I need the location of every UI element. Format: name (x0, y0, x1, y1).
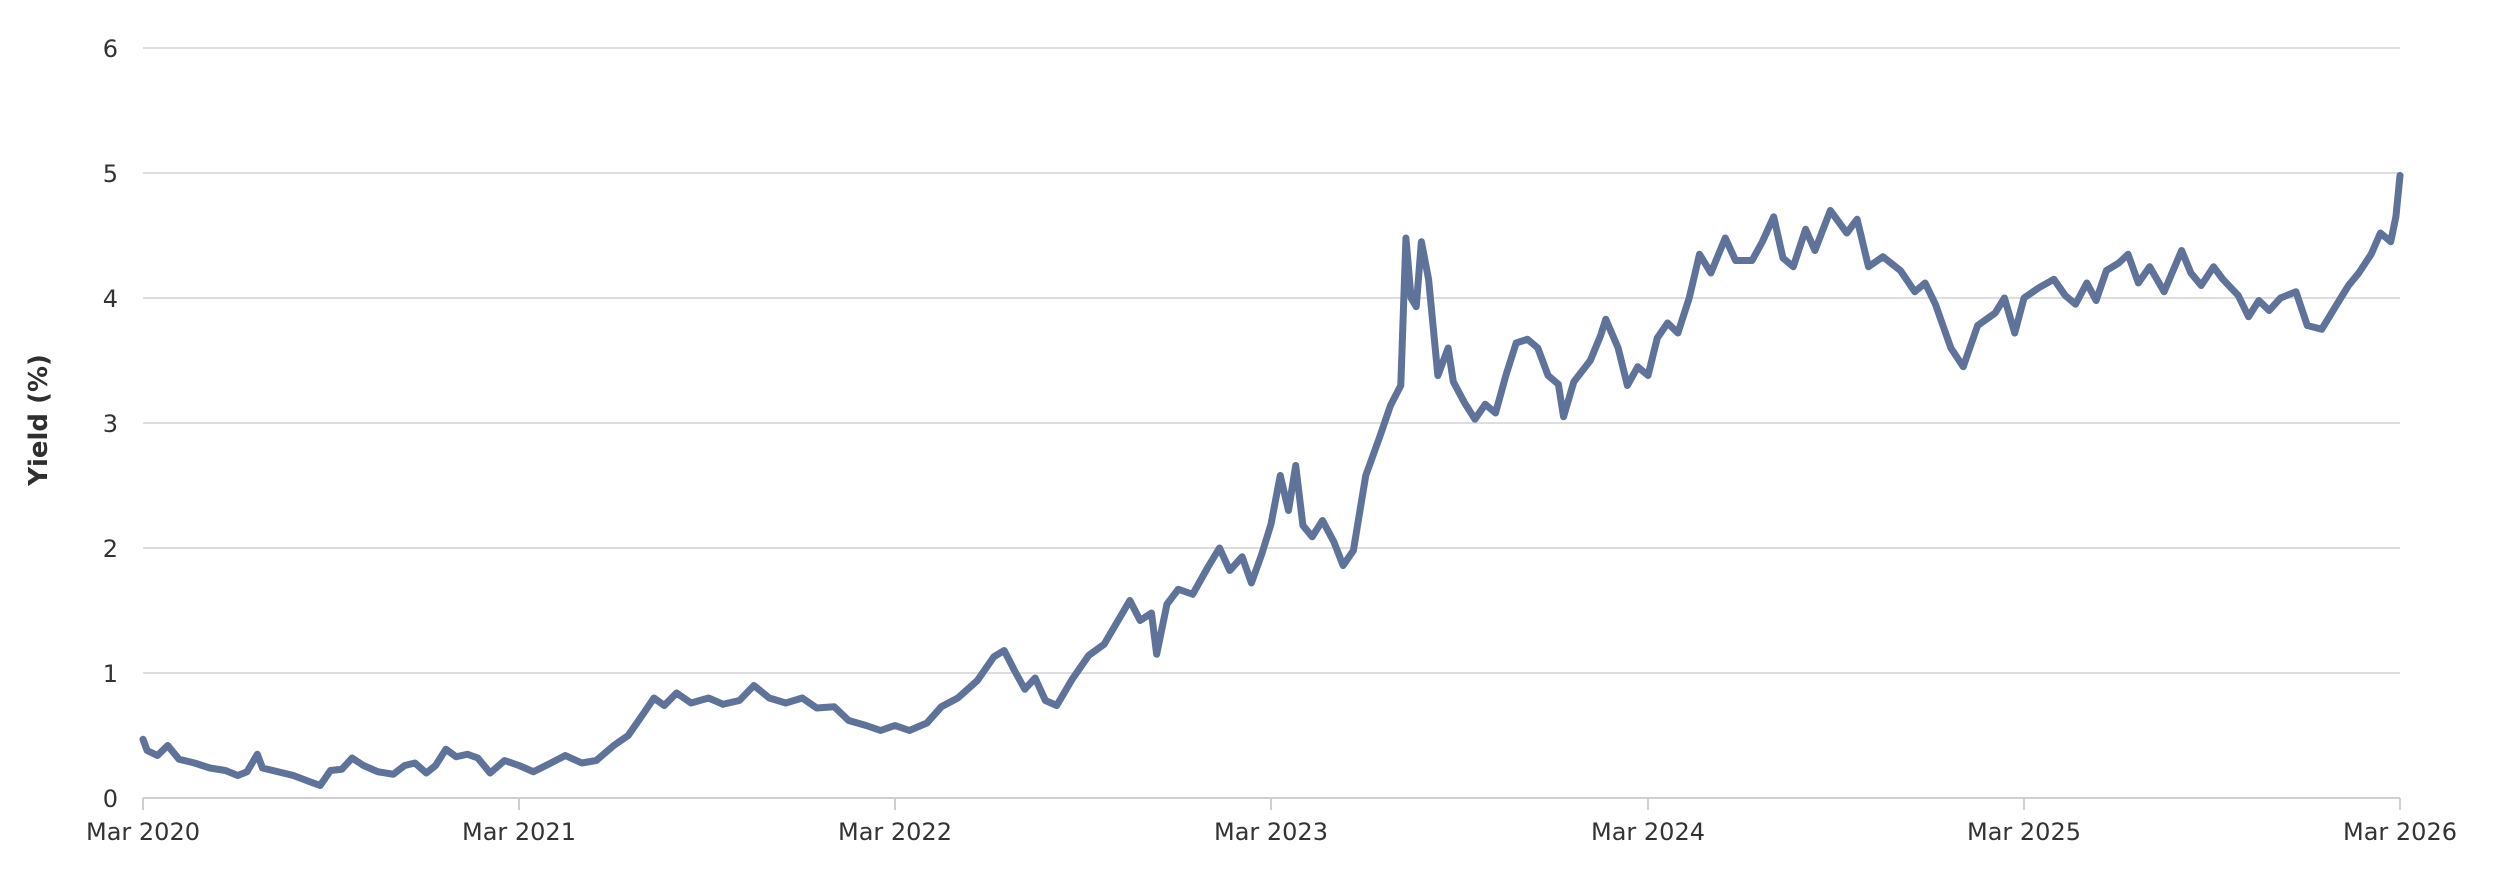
series-layer (139, 172, 2404, 789)
y-tick-label: 4 (103, 285, 118, 313)
x-tick-label: Mar 2022 (838, 818, 952, 846)
label-layer: Yield (%) 0 1 2 3 4 5 6 Mar 2020 Mar 2021 Mar 202… (24, 35, 2457, 846)
x-tick-label: Mar 2020 (86, 818, 200, 846)
y-axis-title: Yield (%) (24, 354, 54, 487)
x-tick-label: Mar 2023 (1214, 818, 1328, 846)
y-tick-label: 2 (103, 535, 118, 563)
axis-layer (142, 797, 2401, 810)
x-tick-label: Mar 2026 (2343, 818, 2457, 846)
x-tick-label: Mar 2025 (1967, 818, 2081, 846)
y-tick-label: 5 (103, 160, 118, 188)
y-tick-label: 6 (103, 35, 118, 63)
x-tick-label: Mar 2021 (462, 818, 576, 846)
yield-series-line (139, 172, 2404, 789)
y-tick-label: 0 (103, 785, 118, 813)
y-tick-label: 1 (103, 660, 118, 688)
y-tick-label: 3 (103, 410, 118, 438)
grid-layer (143, 47, 2400, 799)
x-tick-label: Mar 2024 (1591, 818, 1705, 846)
